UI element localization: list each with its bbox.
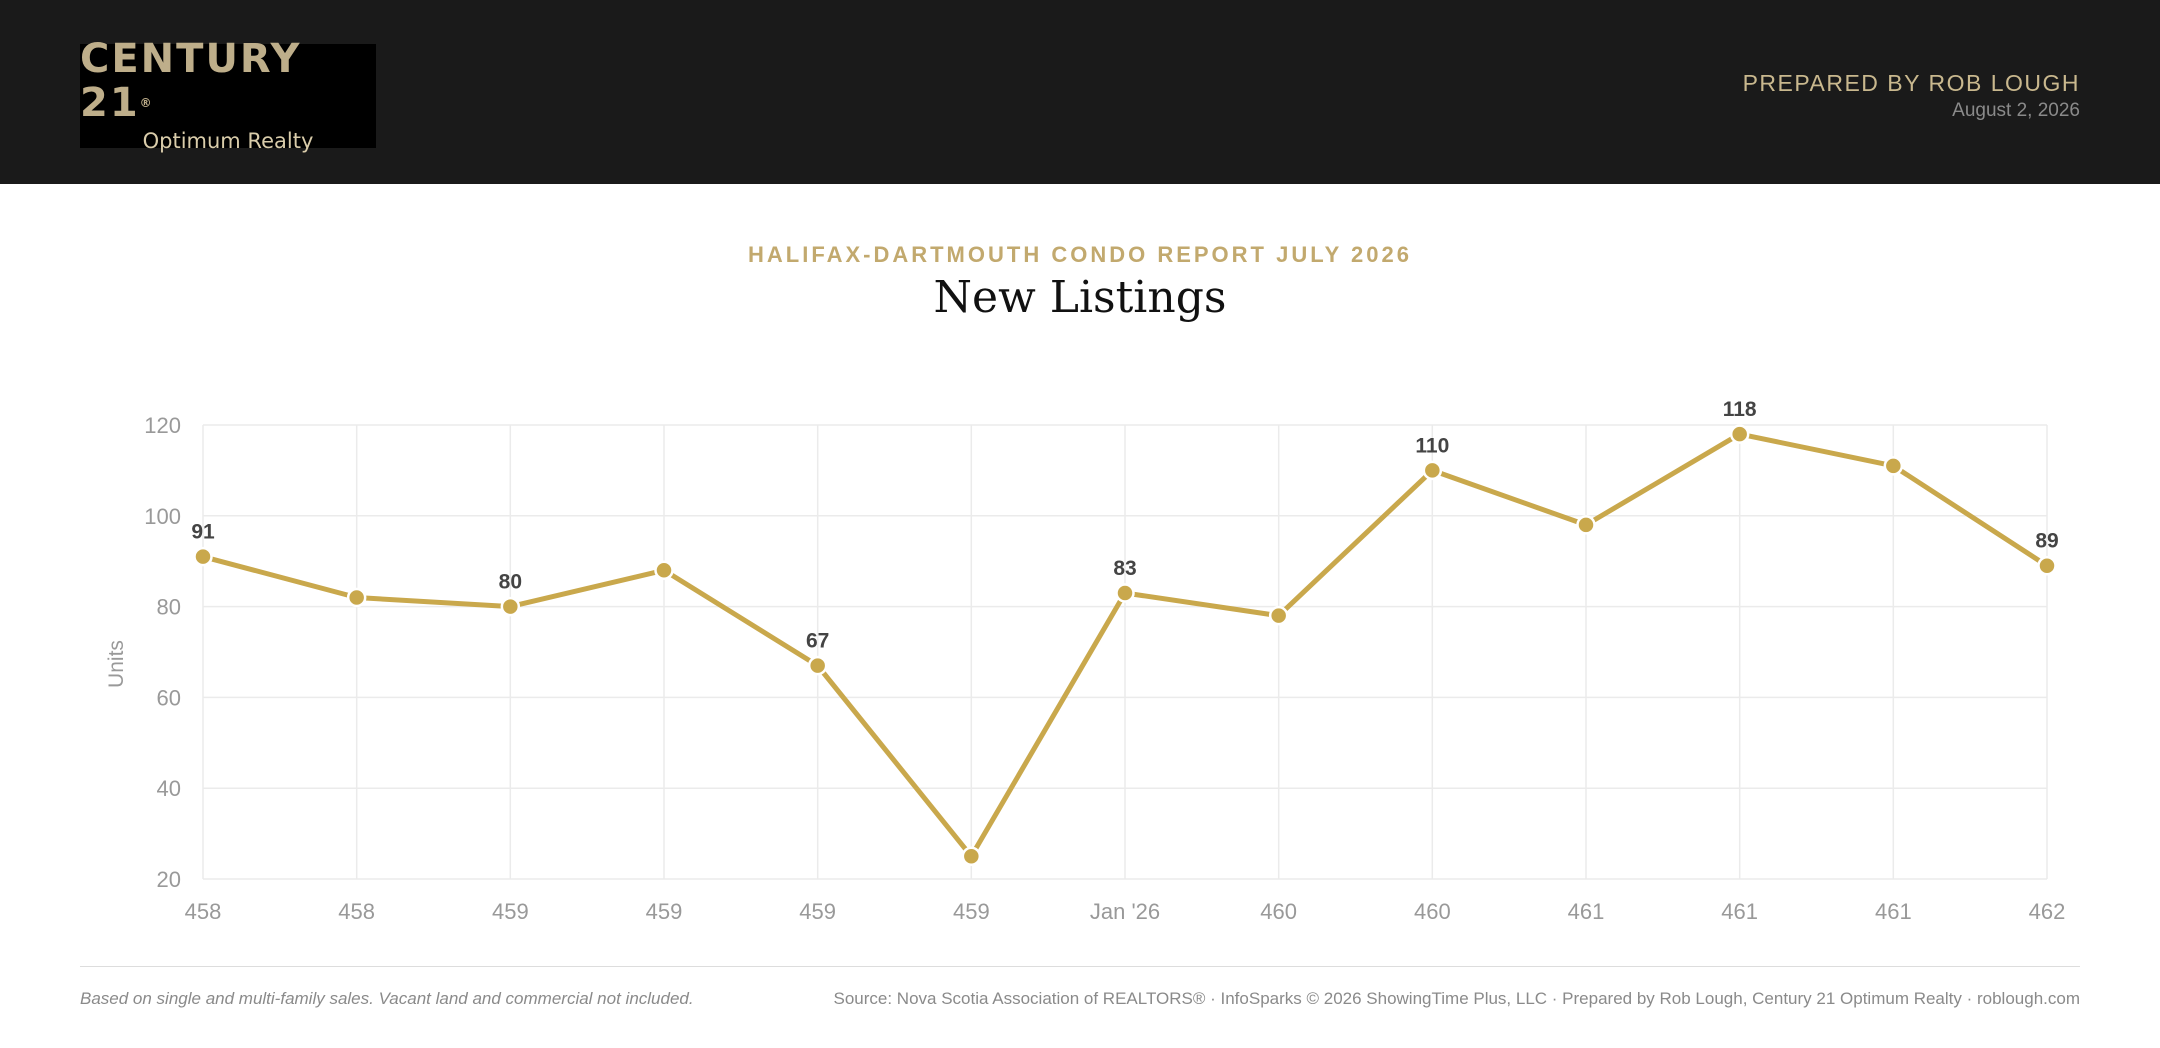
data-label: 80 [499, 571, 522, 594]
x-tick-label: 462 [2029, 899, 2066, 924]
chart-title: New Listings [933, 272, 1227, 323]
logo-name: CENTURY 21 [80, 36, 302, 126]
report-eyebrow: HALIFAX-DARTMOUTH CONDO REPORT JULY 2026 [748, 242, 1412, 267]
data-point [346, 587, 367, 608]
x-tick-label: 461 [1875, 899, 1912, 924]
y-tick-label: 40 [157, 776, 181, 801]
x-tick-label: 459 [953, 899, 990, 924]
grid [202, 424, 2048, 880]
x-tick-label: 458 [338, 899, 375, 924]
data-point [193, 546, 213, 567]
new-listings-chart: 20 40 60 80 100 120 458 458 459 459 459 459 Jan '26… [105, 398, 2066, 924]
x-tick-label: Jan '26 [1090, 899, 1160, 924]
data-point [1422, 460, 1443, 481]
data-point [2037, 555, 2057, 576]
y-tick-label: 120 [144, 413, 181, 438]
header-bar: CENTURY 21® Optimum Realty PREPARED BY R… [0, 0, 2160, 184]
data-point [1729, 424, 1750, 444]
y-tick-label: 60 [157, 685, 181, 710]
data-point [500, 596, 521, 617]
x-tick-label: 461 [1721, 899, 1758, 924]
data-labels: 91 80 67 83 110 118 89 [191, 398, 2058, 653]
report-date: August 2, 2026 [1952, 100, 2080, 121]
data-points [193, 424, 2057, 867]
data-label: 83 [1113, 557, 1136, 580]
x-tick-label: 460 [1414, 899, 1451, 924]
x-tick-label: 459 [799, 899, 836, 924]
logo-subtitle: Optimum Realty [142, 129, 314, 153]
y-tick-label: 20 [157, 867, 181, 892]
footer-divider [80, 966, 2080, 967]
x-tick-label: 459 [492, 899, 529, 924]
x-tick-label: 460 [1260, 899, 1297, 924]
data-label: 67 [806, 630, 829, 653]
data-point [654, 560, 674, 581]
data-label: 118 [1723, 398, 1757, 421]
data-label: 110 [1415, 434, 1449, 457]
y-axis-label: Units [105, 640, 128, 688]
footer-source: Source: Nova Scotia Association of REALT… [833, 989, 2081, 1008]
data-point [1576, 515, 1596, 535]
footer-note: Based on single and multi-family sales. … [80, 989, 694, 1008]
data-point [807, 655, 828, 676]
x-tick-label: 458 [185, 899, 222, 924]
data-label: 91 [191, 521, 215, 544]
data-point [1115, 583, 1135, 603]
x-tick-label: 459 [646, 899, 683, 924]
y-axis-ticks: 20 40 60 80 100 120 [144, 413, 181, 892]
x-tick-label: 461 [1568, 899, 1605, 924]
prepared-by: PREPARED BY ROB LOUGH [1742, 70, 2080, 96]
logo-registered-mark: ® [139, 96, 152, 110]
data-point [961, 846, 982, 867]
data-point [1268, 605, 1289, 626]
x-axis-ticks: 458 458 459 459 459 459 Jan '26 460 460 461 461 461… [185, 899, 2066, 924]
y-tick-label: 100 [144, 504, 181, 529]
data-point [1883, 456, 1904, 476]
century21-logo: CENTURY 21® Optimum Realty [80, 37, 376, 153]
data-label: 89 [2035, 530, 2058, 553]
y-tick-label: 80 [157, 595, 181, 620]
